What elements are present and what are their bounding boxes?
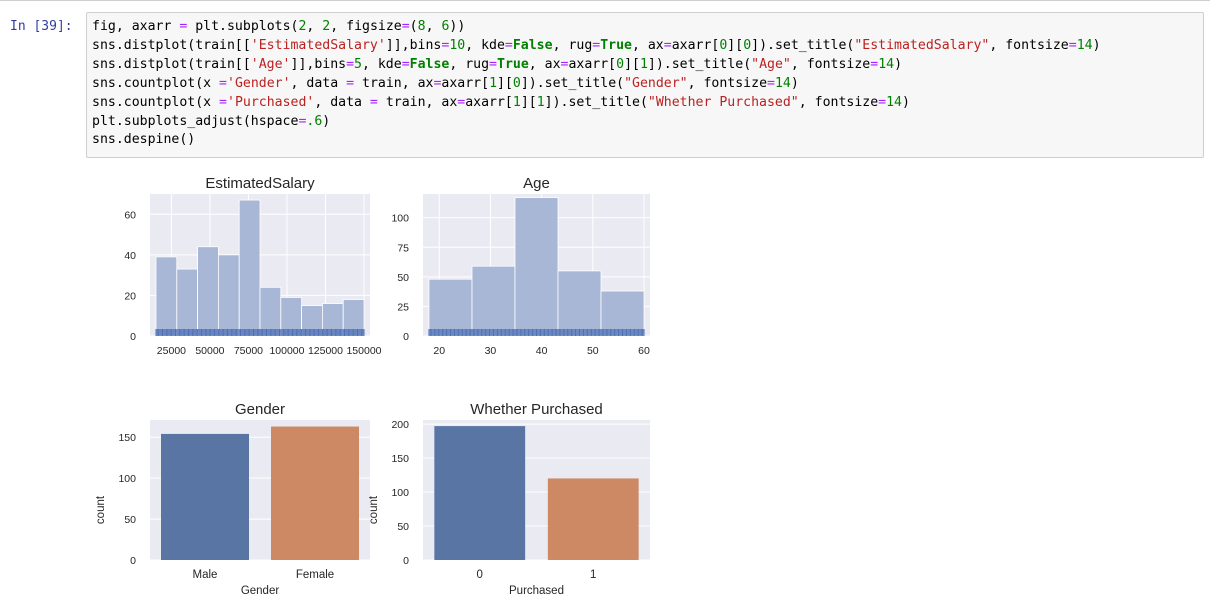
x-tick-label: 20 (433, 345, 445, 357)
y-tick-label: 150 (391, 453, 409, 465)
code-editor[interactable]: fig, axarr = plt.subplots(2, 2, figsize=… (86, 12, 1204, 158)
y-tick-label: 0 (403, 555, 409, 567)
y-tick-label: 200 (391, 419, 409, 431)
cell-prompt: In [39]: (10, 19, 73, 34)
rug-marks (155, 329, 365, 336)
y-tick-label: 150 (118, 432, 136, 444)
code-line[interactable]: sns.countplot(x ='Purchased', data = tra… (92, 94, 910, 110)
count-bar (434, 426, 526, 560)
histogram-bar (238, 199, 261, 337)
y-tick-label: 60 (124, 209, 136, 221)
x-tick-label: Male (193, 569, 218, 581)
x-tick-label: 50 (587, 345, 599, 357)
y-tick-label: 100 (391, 213, 409, 225)
x-tick-label: 150000 (346, 345, 381, 357)
x-tick-label: 0 (477, 569, 483, 581)
count-bar (547, 478, 639, 560)
x-tick-label: 1 (590, 569, 596, 581)
x-tick-label: 50000 (195, 345, 224, 357)
x-tick-label: 60 (638, 345, 650, 357)
y-tick-label: 25 (397, 301, 409, 313)
y-tick-label: 50 (397, 521, 409, 533)
histogram-bar (514, 197, 559, 337)
y-tick-label: 75 (397, 242, 409, 254)
chart-title: EstimatedSalary (205, 175, 315, 192)
x-tick-label: 25000 (157, 345, 186, 357)
y-tick-label: 40 (124, 250, 136, 262)
histogram-bar (176, 268, 199, 337)
y-axis-label: count (368, 495, 380, 524)
code-text[interactable]: fig, axarr = plt.subplots(2, 2, figsize=… (87, 13, 1203, 150)
count-bar (161, 433, 249, 560)
code-line[interactable]: fig, axarr = plt.subplots(2, 2, figsize=… (92, 19, 466, 34)
histogram-bar (217, 254, 240, 337)
y-tick-label: 100 (391, 487, 409, 499)
cell-output: 0 20 40 60 EstimatedSalary 25000 50000 75000 100… (86, 158, 686, 612)
y-tick-label: 0 (130, 331, 136, 343)
x-tick-label: Female (296, 569, 334, 581)
y-tick-label: 0 (403, 331, 409, 343)
histogram-bar (155, 256, 178, 337)
x-tick-label: 100000 (269, 345, 304, 357)
code-line[interactable]: sns.countplot(x ='Gender', data = train,… (92, 75, 799, 91)
y-tick-label: 50 (397, 272, 409, 284)
histogram-bar (600, 290, 645, 337)
y-tick-label: 50 (124, 514, 136, 526)
x-axis-label: Purchased (509, 585, 564, 597)
code-line[interactable]: sns.distplot(train[['Age']],bins=5, kde=… (92, 56, 903, 72)
cell-top-border (0, 0, 1210, 1)
code-line[interactable]: sns.despine() (92, 132, 196, 148)
rug-marks (428, 329, 645, 336)
chart-title: Gender (235, 401, 285, 418)
histogram-bar (471, 265, 516, 337)
x-axis-label: Gender (241, 585, 280, 597)
histogram-bar (197, 246, 219, 337)
x-tick-label: 40 (536, 345, 548, 357)
y-tick-label: 0 (130, 555, 136, 567)
count-bar (271, 426, 359, 560)
y-axis-label: count (95, 495, 107, 524)
y-tick-label: 100 (118, 473, 136, 485)
histogram-bar (428, 278, 473, 337)
histogram-bar (557, 270, 602, 337)
y-tick-label: 20 (124, 290, 136, 302)
x-tick-label: 75000 (234, 345, 263, 357)
chart-title: Age (523, 175, 550, 192)
x-tick-label: 30 (485, 345, 497, 357)
x-tick-label: 125000 (308, 345, 343, 357)
histogram-bar (259, 286, 282, 337)
code-line[interactable]: plt.subplots_adjust(hspace=.6) (92, 113, 331, 129)
code-line[interactable]: sns.distplot(train[['EstimatedSalary']],… (92, 37, 1101, 53)
chart-title: Whether Purchased (470, 401, 603, 418)
